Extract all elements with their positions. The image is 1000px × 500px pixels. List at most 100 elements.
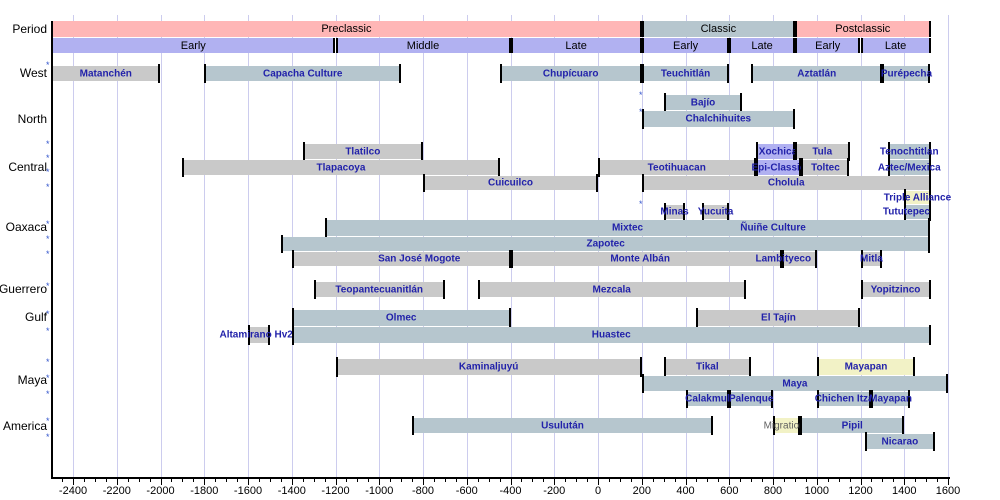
bar-yucuita[interactable]: Yucuita bbox=[698, 203, 733, 221]
bar-label-epi-classic[interactable]: Epi-Classic bbox=[751, 162, 806, 173]
bar-nicarao[interactable]: Nicarao bbox=[864, 432, 935, 451]
bar-teopantecuanitlan[interactable]: Teopantecuanitlán bbox=[313, 280, 445, 299]
bar-tenochtitlan[interactable]: Tenochtitlan bbox=[880, 142, 939, 161]
bar-label-palenque[interactable]: Palenque bbox=[728, 393, 774, 405]
bar-palenque[interactable]: Palenque bbox=[728, 390, 774, 408]
bar-tututepec[interactable]: Tututepec bbox=[883, 203, 931, 221]
bar-label-chalchihuites[interactable]: Chalchihuites bbox=[685, 113, 752, 125]
bar-tlapacoya[interactable]: Tlapacoya bbox=[182, 158, 500, 177]
bar-migrations[interactable]: Migrations bbox=[764, 416, 810, 435]
bar-tula[interactable]: Tula bbox=[794, 142, 850, 161]
bar-xochicalco[interactable]: Xochicalco bbox=[755, 142, 812, 161]
bar-cuicuilco[interactable]: Cuicuilco bbox=[423, 174, 598, 192]
bar-maya[interactable]: Maya bbox=[641, 374, 949, 393]
bar-label-mayapan[interactable]: Mayapan bbox=[844, 361, 888, 373]
bar-chichen-itza[interactable]: Chichen Itza bbox=[814, 390, 874, 408]
row-label-central-america: Central America bbox=[0, 419, 47, 433]
bar-label-purepecha[interactable]: Purépecha bbox=[880, 68, 933, 79]
bar-epi-classic[interactable]: Epi-Classic bbox=[751, 158, 805, 177]
bar-label-cholula[interactable]: Cholula bbox=[767, 177, 805, 189]
bar-label-teopantecuanitlan[interactable]: Teopantecuanitlán bbox=[335, 284, 424, 295]
bar-label-calakmul[interactable]: Calakmul bbox=[685, 393, 730, 405]
bar-kaminaljuyu[interactable]: Kaminaljuyú bbox=[335, 357, 642, 377]
bar-mezcala[interactable]: Mezcala bbox=[477, 280, 746, 299]
bar-label-toltec[interactable]: Toltec bbox=[811, 162, 840, 173]
bar-label-el-tajin[interactable]: El Tajín bbox=[761, 312, 796, 324]
bar-pipil[interactable]: Pipil bbox=[800, 416, 905, 435]
bar-label-chupicuaro[interactable]: Chupícuaro bbox=[542, 68, 599, 79]
bar-label-minas[interactable]: Minas bbox=[660, 206, 689, 218]
bar-label-teotihuacan[interactable]: Teotihuacan bbox=[647, 162, 706, 173]
bar-label-capacha-culture[interactable]: Capacha Culture bbox=[263, 68, 343, 79]
tick-label-600: 600 bbox=[720, 485, 739, 497]
bar-label-tikal[interactable]: Tikal bbox=[696, 361, 719, 373]
bar-label-tlapacoya[interactable]: Tlapacoya bbox=[316, 162, 366, 173]
bar-label-zapotec[interactable]: Zapotec bbox=[586, 238, 625, 250]
bar-calakmul[interactable]: Calakmul bbox=[685, 390, 730, 408]
bar-label-maya[interactable]: Maya bbox=[782, 378, 808, 389]
bar-label-aztatlan[interactable]: Aztatlán bbox=[797, 68, 837, 79]
bar-minas[interactable]: Minas bbox=[660, 203, 689, 221]
bar-label-kaminaljuyu[interactable]: Kaminaljuyú bbox=[458, 361, 519, 373]
bar-capacha-culture[interactable]: Capacha Culture bbox=[204, 64, 402, 83]
bar-label-matanchen[interactable]: Matanchén bbox=[79, 68, 132, 79]
bar-aztec-mexica[interactable]: Aztec/Mexica bbox=[878, 158, 941, 177]
bar-monte-alban[interactable]: Monte Albán bbox=[510, 250, 782, 268]
bar-huastec[interactable]: Huastec bbox=[291, 325, 931, 345]
bar-label-tenochtitlan[interactable]: Tenochtitlan bbox=[879, 146, 939, 157]
bar-edge bbox=[641, 374, 644, 393]
bar-mitla[interactable]: Mitla bbox=[860, 250, 883, 268]
annotation-nuine-culture[interactable]: Ñuiñe Culture bbox=[740, 222, 806, 234]
bar-label-monte-alban[interactable]: Monte Albán bbox=[610, 253, 670, 265]
bar-altamirano-hv24[interactable]: Altamirano Hv24 bbox=[219, 325, 298, 345]
bar-label-aztec-mexica[interactable]: Aztec/Mexica bbox=[877, 162, 941, 173]
bar-toltec[interactable]: Toltec bbox=[801, 158, 850, 177]
bar-mixtec[interactable]: Mixtec bbox=[324, 218, 931, 238]
bar-label-teuchitlan[interactable]: Teuchitlán bbox=[660, 68, 711, 79]
bar-label-pipil[interactable]: Pipil bbox=[841, 420, 863, 431]
bar-teuchitlan[interactable]: Teuchitlán bbox=[641, 64, 730, 83]
bar-label-chichen-itza[interactable]: Chichen Itza bbox=[814, 393, 874, 405]
bar-label-olmec[interactable]: Olmec bbox=[385, 312, 417, 324]
bar-label-mixtec[interactable]: Mixtec bbox=[611, 222, 644, 234]
bar-label-san-jose-mogote[interactable]: San José Mogote bbox=[378, 253, 461, 265]
bar-zapotec[interactable]: Zapotec bbox=[280, 235, 931, 253]
bar-chupicuaro[interactable]: Chupícuaro bbox=[499, 64, 642, 83]
bar-bajio[interactable]: Bajío bbox=[663, 93, 743, 112]
bar-label-tututepec[interactable]: Tututepec bbox=[882, 206, 930, 218]
bar-tikal[interactable]: Tikal bbox=[663, 357, 752, 377]
bar-label-mezcala[interactable]: Mezcala bbox=[592, 284, 631, 295]
bar-matanchen[interactable]: Matanchén bbox=[51, 64, 161, 83]
bar-olmec[interactable]: Olmec bbox=[291, 308, 511, 328]
bar-label-tlatilco[interactable]: Tlatilco bbox=[345, 146, 381, 157]
bar-label-nicarao[interactable]: Nicarao bbox=[881, 436, 919, 447]
bar-mayapan[interactable]: Mayapan bbox=[816, 357, 916, 377]
bar-label-mayapan[interactable]: Mayapan bbox=[869, 393, 912, 405]
bar-label-xochicalco[interactable]: Xochicalco bbox=[758, 146, 812, 157]
bar-el-tajin[interactable]: El Tajín bbox=[696, 308, 861, 328]
bar-label-triple-alliance[interactable]: Triple Alliance bbox=[883, 192, 952, 203]
bar-label-tula[interactable]: Tula bbox=[812, 146, 833, 157]
bar-chalchihuites[interactable]: Chalchihuites bbox=[641, 109, 795, 129]
bar-yopitzinco[interactable]: Yopitzinco bbox=[860, 280, 931, 299]
bar-mayapan[interactable]: Mayapan bbox=[869, 390, 912, 408]
bar-label-yopitzinco[interactable]: Yopitzinco bbox=[870, 284, 921, 295]
bar-tlatilco[interactable]: Tlatilco bbox=[302, 142, 423, 161]
bar-triple-alliance[interactable]: Triple Alliance bbox=[884, 189, 951, 206]
bar-label-bajio[interactable]: Bajío bbox=[690, 97, 716, 108]
bar-lambityeco[interactable]: Lambityeco bbox=[756, 250, 817, 268]
bar-label-huastec[interactable]: Huastec bbox=[591, 329, 631, 341]
bar-label-lambityeco[interactable]: Lambityeco bbox=[755, 253, 812, 265]
bar-san-jose-mogote[interactable]: San José Mogote bbox=[291, 250, 511, 268]
bar-label-cuicuilco[interactable]: Cuicuilco bbox=[487, 177, 534, 189]
bar-label-usulutan[interactable]: Usulután bbox=[541, 420, 584, 431]
bar-usulutan[interactable]: Usulután bbox=[412, 416, 713, 435]
bar-label-migrations[interactable]: Migrations bbox=[763, 420, 810, 431]
bar-teotihuacan[interactable]: Teotihuacan bbox=[598, 158, 756, 177]
bar-label-mitla[interactable]: Mitla bbox=[860, 253, 883, 265]
bar-cholula[interactable]: Cholula bbox=[641, 174, 931, 192]
bar-label-yucuita[interactable]: Yucuita bbox=[697, 206, 734, 218]
bar-aztatlan[interactable]: Aztatlán bbox=[751, 64, 883, 83]
bar-purepecha[interactable]: Purépecha bbox=[880, 64, 933, 83]
bar-label-altamirano-hv24[interactable]: Altamirano Hv24 bbox=[219, 329, 299, 341]
